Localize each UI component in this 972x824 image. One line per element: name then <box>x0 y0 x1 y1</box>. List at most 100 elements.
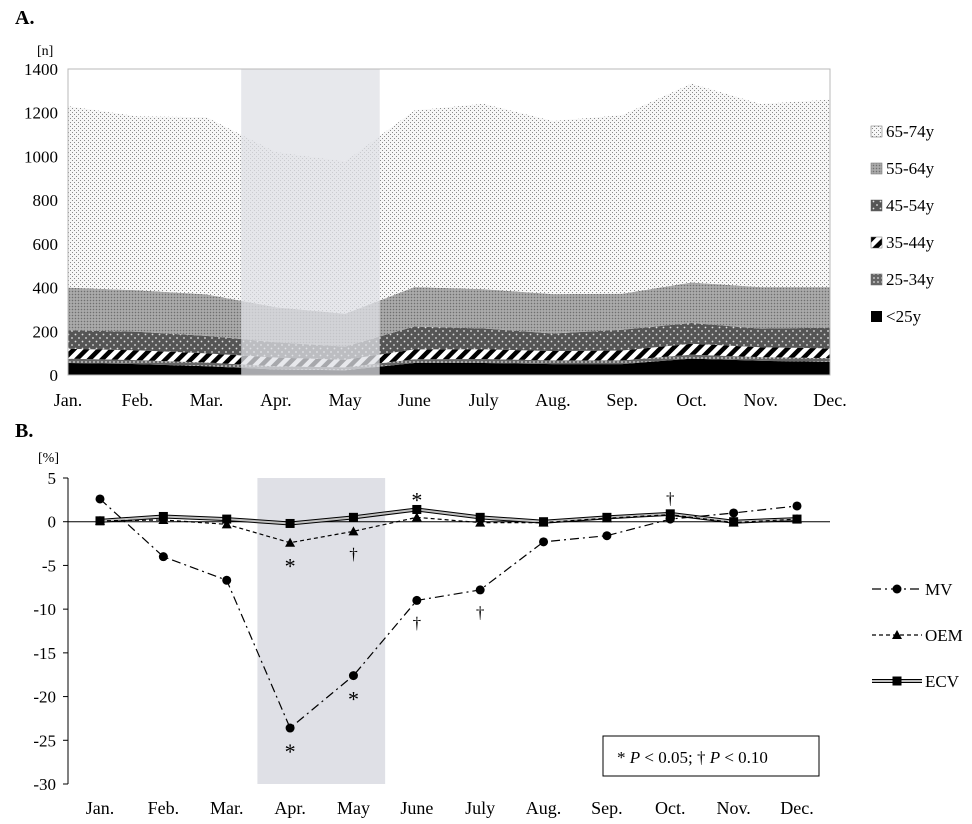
y-tick-a-400: 400 <box>33 279 59 298</box>
panel-b-series <box>95 494 802 733</box>
panel-a-y-ticks: 0 200 400 600 800 1000 1200 1400 <box>24 60 58 385</box>
series-line-mv <box>99 498 798 730</box>
y-tick-b-20: -20 <box>33 688 56 707</box>
x-tick-a-apr: Apr. <box>260 390 292 410</box>
point-mv-aug <box>539 537 549 547</box>
series-line-inner-ecv <box>99 508 798 525</box>
point-mv-nov <box>729 508 739 518</box>
y-tick-b-0: 0 <box>48 513 57 532</box>
annotation-dagger-may-1: † <box>349 544 358 563</box>
annotation-star-apr-0: * <box>285 554 296 579</box>
legend-a-swatch-25y <box>871 311 882 322</box>
x-tick-b-aug: Aug. <box>526 798 562 818</box>
point-oem-mar <box>221 519 232 529</box>
point-mv-feb <box>158 552 168 562</box>
point-ecv-june <box>412 504 422 514</box>
annotation-star-apr-4: * <box>285 739 296 764</box>
panel-a-label: A. <box>15 7 34 29</box>
legend-a-label-25y: <25y <box>886 307 922 326</box>
panel-b-y-ticks: 5 0 -5 -10 -15 -20 -25 -30 <box>33 469 68 794</box>
point-ecv-mar <box>222 514 232 524</box>
point-ecv-may <box>348 512 358 522</box>
point-mv-july <box>475 585 485 595</box>
panel-b-annotations: * † * † * * † † <box>285 487 675 764</box>
x-tick-a-july: July <box>469 390 499 410</box>
legend-b-label-mv: MV <box>925 580 953 599</box>
legend-a-swatch-45-54y <box>870 199 883 212</box>
x-tick-b-may: May <box>337 798 370 818</box>
y-tick-b-15: -15 <box>33 644 56 663</box>
point-oem-june <box>411 512 422 522</box>
point-mv-mar <box>222 575 232 585</box>
y-tick-a-800: 800 <box>33 191 59 210</box>
x-tick-b-nov: Nov. <box>716 798 750 818</box>
point-oem-sep <box>601 513 612 523</box>
y-tick-b-5: 5 <box>48 469 57 488</box>
panel-a-plot-frame <box>67 68 831 376</box>
panel-a-highlight-rect <box>241 69 380 375</box>
x-tick-a-feb: Feb. <box>122 390 154 410</box>
panel-b-unit: [%] <box>38 451 59 466</box>
point-mv-sep <box>602 531 612 541</box>
x-tick-a-oct: Oct. <box>676 390 707 410</box>
x-tick-a-may: May <box>329 390 362 410</box>
y-tick-b-5: -5 <box>42 556 56 575</box>
panel-b-legend: MV OEM ECV <box>872 580 963 691</box>
point-mv-jan <box>95 494 105 504</box>
legend-a-label-55-64y: 55-64y <box>886 159 935 178</box>
y-tick-a-600: 600 <box>33 235 59 254</box>
annotation-star-may-5: * <box>348 687 359 712</box>
point-oem-feb <box>158 514 169 524</box>
legend-a-swatch-55-64y <box>870 162 883 175</box>
legend-b-marker-mv <box>892 584 902 594</box>
y-tick-a-1400: 1400 <box>24 60 58 79</box>
legend-b-marker-oem <box>892 630 902 639</box>
point-oem-aug <box>538 517 549 527</box>
point-oem-apr <box>285 537 296 547</box>
x-tick-a-jan: Jan. <box>54 390 83 410</box>
x-tick-a-june: June <box>398 390 431 410</box>
point-oem-may <box>348 526 359 536</box>
annotation-star-june-2: * <box>411 487 422 512</box>
point-ecv-july <box>475 512 485 522</box>
x-tick-b-dec: Dec. <box>780 798 813 818</box>
legend-b-label-oem: OEM <box>925 626 963 645</box>
point-mv-dec <box>792 501 802 511</box>
y-tick-a-1200: 1200 <box>24 104 58 123</box>
significance-note: * P < 0.05; † P < 0.10 <box>602 735 820 777</box>
y-tick-a-0: 0 <box>50 366 59 385</box>
x-tick-a-nov: Nov. <box>744 390 778 410</box>
y-tick-a-200: 200 <box>33 322 59 341</box>
panel-a-legend: 65-74y 55-64y 45-54y 35-44y 25-34y <25y <box>870 122 935 326</box>
legend-a-label-35-44y: 35-44y <box>886 233 935 252</box>
point-mv-june <box>412 595 422 605</box>
panel-b-x-ticks: Jan. Feb. Mar. Apr. May June July Aug. Sep. Oct. N… <box>86 798 814 818</box>
y-tick-a-1000: 1000 <box>24 147 58 166</box>
significance-note-box <box>602 735 820 777</box>
x-tick-b-mar: Mar. <box>210 798 244 818</box>
y-tick-b-25: -25 <box>33 731 56 750</box>
x-tick-b-sep: Sep. <box>591 798 623 818</box>
x-tick-a-dec: Dec. <box>813 390 846 410</box>
annotation-dagger-oct-3: † <box>666 489 675 508</box>
legend-a-label-45-54y: 45-54y <box>886 196 935 215</box>
point-mv-apr <box>285 723 295 733</box>
x-tick-b-july: July <box>465 798 495 818</box>
x-tick-b-june: June <box>400 798 433 818</box>
x-tick-a-mar: Mar. <box>190 390 224 410</box>
legend-a-label-65-74y: 65-74y <box>886 122 935 141</box>
legend-a-label-25-34y: 25-34y <box>886 270 935 289</box>
legend-a-swatch-65-74y <box>870 125 883 138</box>
legend-b-label-ecv: ECV <box>925 672 960 691</box>
y-tick-b-30: -30 <box>33 775 56 794</box>
point-mv-may <box>348 671 358 681</box>
panel-a-x-ticks: Jan. Feb. Mar. Apr. May June July Aug. Sep. Oct. N… <box>54 390 847 410</box>
x-tick-b-jan: Jan. <box>86 798 115 818</box>
x-tick-a-aug: Aug. <box>535 390 571 410</box>
panel-a-highlight-band <box>241 69 380 375</box>
panel-a-areas <box>68 83 830 375</box>
y-tick-b-10: -10 <box>33 600 56 619</box>
x-tick-b-oct: Oct. <box>655 798 686 818</box>
legend-a-swatch-25-34y <box>870 273 883 286</box>
